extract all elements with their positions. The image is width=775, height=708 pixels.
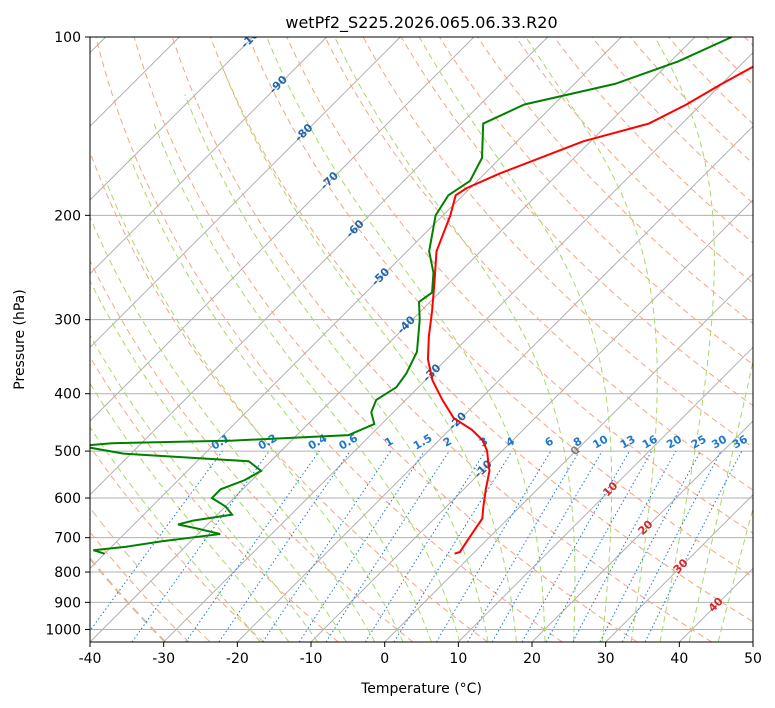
mixing-ratio-line xyxy=(218,450,351,642)
mixing-ratio-line xyxy=(298,450,425,642)
x-tick-label: 0 xyxy=(380,651,389,667)
moist-adiabat-line xyxy=(525,37,658,642)
x-tick-label: 20 xyxy=(523,651,541,667)
x-tick-label: -40 xyxy=(79,651,102,667)
mixing-ratio-line xyxy=(325,450,450,642)
isotherm-line xyxy=(90,37,401,349)
dry-adiabat-line xyxy=(248,37,753,578)
moist-adiabat-line xyxy=(90,334,319,642)
y-tick-label: 400 xyxy=(54,387,81,403)
plot-frame xyxy=(89,36,754,643)
mixing-ratio-line xyxy=(262,450,392,642)
isotherm-line xyxy=(531,420,753,642)
moist-adiabat-line xyxy=(219,61,517,642)
isotherm-line xyxy=(90,37,622,570)
moist-adiabat-line xyxy=(129,157,432,642)
isotherm-line xyxy=(236,125,753,642)
moist-adiabat-line xyxy=(90,215,376,642)
mixing-ratio-line xyxy=(185,450,320,642)
dry-adiabat-line xyxy=(400,37,753,407)
dry-adiabat-line xyxy=(591,37,753,204)
y-tick-label: 800 xyxy=(54,565,81,581)
isotherm-line xyxy=(605,493,753,642)
moist-adiabat-line xyxy=(153,123,461,642)
mixing-ratio-line xyxy=(545,450,653,642)
y-tick-label: 600 xyxy=(54,491,81,507)
temperature-series-line xyxy=(426,65,753,555)
chart-title: wetPf2_S225.2026.065.06.33.R20 xyxy=(285,13,557,33)
x-tick-label: 40 xyxy=(670,651,688,667)
isotherm-line xyxy=(163,51,753,642)
ice-line xyxy=(90,507,211,642)
axes: -40 -30 -20 -10 0 10 20 30 40 50 100 200 300 400 500 60… xyxy=(45,30,762,667)
mixing-ratio-line xyxy=(90,450,223,632)
moist-adiabat-line xyxy=(90,426,261,642)
dry-adiabat-line xyxy=(362,37,753,449)
y-tick-label: 700 xyxy=(54,531,81,547)
isotherm-line xyxy=(90,37,254,201)
mixing-ratio-line xyxy=(131,450,270,642)
isotherm-line xyxy=(90,37,475,422)
moist-adiabat-line xyxy=(334,37,576,642)
x-tick-label: 50 xyxy=(744,651,762,667)
isotherm-line xyxy=(90,37,549,496)
dry-adiabat-line xyxy=(133,37,638,642)
isotherm-line xyxy=(384,272,753,642)
x-tick-label: -10 xyxy=(300,651,323,667)
moist-adiabat-line xyxy=(90,382,290,642)
dewpoint-series-line xyxy=(90,37,733,555)
isotherm-line xyxy=(457,346,753,642)
dry-adiabat-line xyxy=(95,37,563,642)
moist-adiabat-line xyxy=(654,37,715,642)
dry-adiabat-line xyxy=(171,37,712,642)
moist-adiabat-line xyxy=(105,180,404,642)
moist-adiabat-line xyxy=(266,37,546,642)
moist-adiabat-line xyxy=(717,506,753,642)
y-tick-label: 500 xyxy=(54,444,81,460)
dry-adiabat-line xyxy=(629,37,753,165)
isotherm-line xyxy=(90,37,328,275)
x-tick-label: 30 xyxy=(597,651,615,667)
x-tick-label: 10 xyxy=(449,651,467,667)
x-tick-label: -20 xyxy=(226,651,249,667)
x-tick-label: -30 xyxy=(152,651,175,667)
dry-adiabat-line xyxy=(324,37,753,491)
moist-adiabat-line xyxy=(90,279,347,642)
y-axis-label: Pressure (hPa) xyxy=(12,289,28,389)
x-axis-label: Temperature (°C) xyxy=(360,681,482,697)
y-tick-label: 300 xyxy=(54,313,81,329)
y-tick-label: 100 xyxy=(54,30,81,46)
moist-adiabat-line xyxy=(184,94,489,642)
y-tick-label: 900 xyxy=(54,595,81,611)
mixing-ratio-line xyxy=(644,450,743,642)
y-tick-label: 200 xyxy=(54,208,81,224)
mixing-ratio-line xyxy=(572,450,677,642)
dry-adiabat-line xyxy=(90,259,414,642)
y-tick-label: 1000 xyxy=(45,622,81,638)
mixing-ratio-line xyxy=(521,450,630,642)
dry-adiabat-line xyxy=(210,37,753,623)
moist-adiabat-line xyxy=(688,358,753,642)
dry-adiabat-line xyxy=(477,37,753,325)
moist-adiabat-line xyxy=(418,37,613,642)
